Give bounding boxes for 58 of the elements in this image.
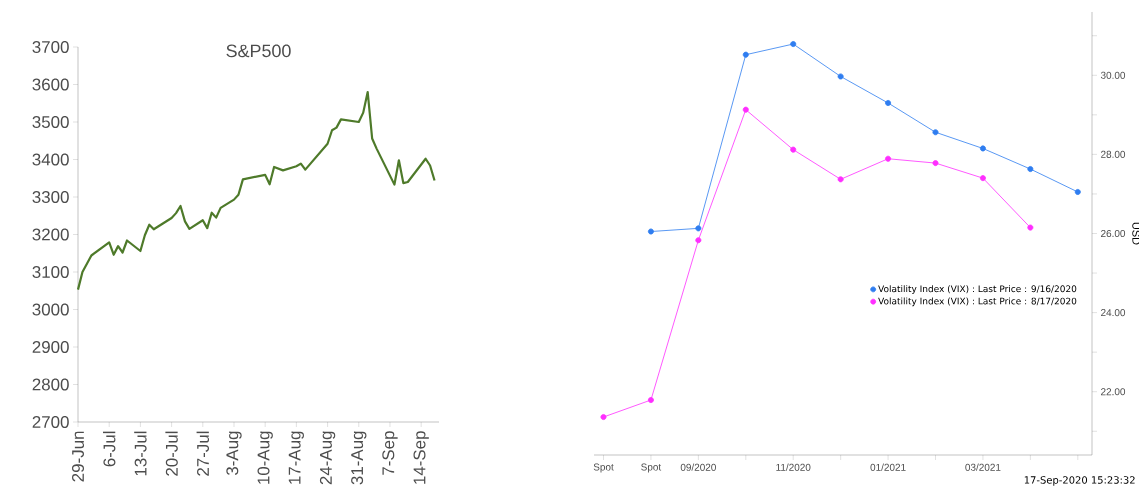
x-tick-label: 29-Jun bbox=[72, 431, 84, 482]
x-tick-label: 01/2021 bbox=[870, 463, 906, 471]
x-tick-label: 13-Jul bbox=[134, 431, 147, 476]
y-tick-label: 2900 bbox=[32, 341, 69, 353]
point bbox=[932, 129, 939, 136]
y-tick-label: 3000 bbox=[32, 303, 69, 316]
point bbox=[695, 237, 702, 244]
point bbox=[1027, 166, 1034, 173]
y-tick-label: 3300 bbox=[32, 191, 69, 203]
x-tick-label: 09/2020 bbox=[680, 463, 716, 471]
y-tick-label: 2800 bbox=[32, 378, 69, 391]
x-tick-label: Spot bbox=[641, 463, 662, 473]
point bbox=[600, 414, 607, 421]
point bbox=[979, 175, 986, 182]
point bbox=[885, 99, 892, 106]
point bbox=[695, 225, 702, 232]
x-tick-label: 20-Jul bbox=[165, 431, 178, 476]
point bbox=[790, 41, 797, 48]
y-tick-label: 22.00 bbox=[1101, 388, 1126, 396]
point bbox=[837, 73, 844, 80]
x-tick-label: 14-Sep bbox=[413, 431, 429, 484]
point bbox=[1027, 224, 1034, 231]
point bbox=[1074, 188, 1081, 195]
point bbox=[742, 51, 749, 58]
y-tick-label: 3700 bbox=[32, 41, 69, 53]
text: 17-Sep-2020 15:23:32 bbox=[1024, 476, 1135, 486]
y-tick-label: 3500 bbox=[32, 116, 69, 128]
x-tick-label: 11/2020 bbox=[776, 463, 811, 471]
y-tick-label: 30.00 bbox=[1100, 71, 1126, 79]
y-tick-label: 24.00 bbox=[1101, 309, 1126, 317]
y-tick-label: 3100 bbox=[32, 266, 69, 278]
x-tick-label: 31-Aug bbox=[351, 431, 367, 485]
chart-title: S&P500 bbox=[226, 44, 291, 58]
y-tick-label: 3400 bbox=[32, 153, 69, 166]
point bbox=[932, 160, 939, 167]
y-tick-label: 3600 bbox=[32, 78, 69, 91]
point bbox=[647, 397, 654, 404]
x-tick-label: 10-Aug bbox=[257, 431, 273, 484]
x-tick-label: Spot bbox=[593, 463, 614, 473]
x-tick-label: 3-Aug bbox=[226, 431, 242, 476]
x-tick-label: 27-Jul bbox=[196, 431, 210, 476]
x-tick-label: 6-Jul bbox=[102, 431, 116, 467]
legend-label: Volatility Index (VIX) : Last Price : 8/17/2020 bbox=[878, 297, 1077, 307]
point bbox=[790, 146, 797, 153]
point bbox=[979, 145, 986, 152]
point bbox=[837, 176, 844, 183]
x-tick-label: 17-Aug bbox=[288, 431, 304, 484]
x-tick-label: 24-Aug bbox=[319, 431, 336, 485]
y-tick-label: 26.00 bbox=[1101, 229, 1126, 238]
point bbox=[885, 155, 892, 162]
x-tick-label: 03/2021 bbox=[965, 463, 1001, 471]
point bbox=[647, 228, 654, 235]
y-tick-label: 28.00 bbox=[1101, 150, 1126, 158]
point bbox=[742, 106, 749, 113]
legend-label: Volatility Index (VIX) : Last Price : 9/16/2020 bbox=[878, 285, 1077, 294]
x-tick-label: 7-Sep bbox=[382, 431, 398, 475]
y-tick-label: 3200 bbox=[32, 228, 69, 241]
y-tick-label: 2700 bbox=[32, 416, 69, 428]
